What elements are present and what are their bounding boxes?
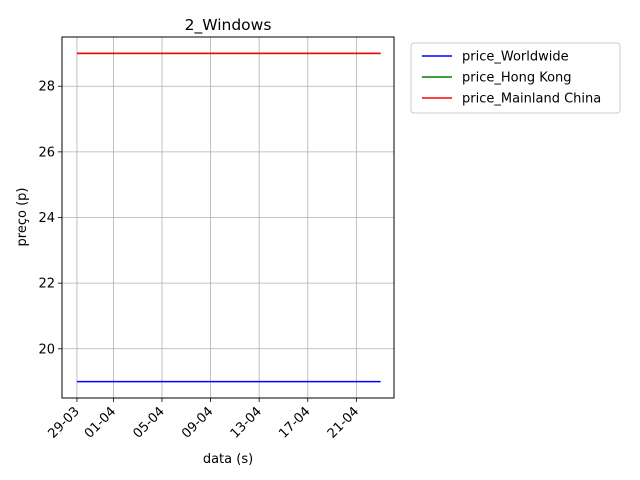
legend-frame [410, 42, 621, 114]
legend-label: price_Hong Kong [462, 71, 572, 86]
y-tick-label: 22 [38, 277, 55, 292]
grid-lines [62, 37, 394, 398]
y-tick-label: 28 [38, 80, 55, 95]
legend-label: price_Mainland China [462, 92, 601, 107]
legend-label: price_Worldwide [462, 50, 569, 65]
chart-title: 2_Windows [185, 16, 272, 35]
x-axis-label: data (s) [203, 452, 253, 467]
series-lines [76, 52, 381, 383]
y-tick-label: 20 [38, 342, 55, 357]
y-axis-label: preço (p) [15, 188, 30, 247]
legend: price_Worldwide price_Hong Kong price_Main… [410, 42, 621, 114]
y-tick-label: 24 [38, 211, 55, 226]
y-tick-label: 26 [38, 145, 55, 160]
y-axis-ticks: 20 22 24 26 28 [38, 80, 62, 357]
